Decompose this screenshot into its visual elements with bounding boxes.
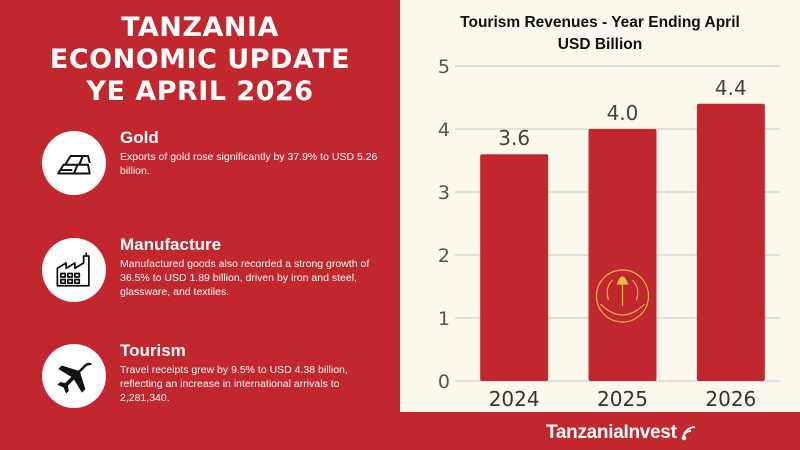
- highlight-title: Gold: [120, 128, 159, 147]
- highlight-title: Manufacture: [120, 235, 222, 254]
- highlight-text: Exports of gold rose significantly by 37…: [120, 151, 378, 177]
- y-tick-label: 1: [438, 308, 450, 330]
- page-title-line-3: YE APRIL 2026: [86, 76, 314, 107]
- left-panel: TANZANIA ECONOMIC UPDATE YE APRIL 2026 G…: [0, 12, 400, 424]
- page-title-line-1: TANZANIA: [121, 12, 279, 43]
- y-tick-label: 5: [438, 56, 450, 78]
- highlight-manufacture: Manufacture Manufactured goods also reco…: [42, 235, 387, 318]
- bar: [696, 103, 765, 382]
- y-tick-label: 2: [438, 245, 450, 267]
- tourism-revenue-bar-chart: 0 1 2 3 4 5 3.6 2024 4.0 2025 4.4 2026: [438, 56, 780, 411]
- page-title-line-2: ECONOMIC UPDATE: [49, 44, 351, 75]
- highlight-tourism: Tourism Travel receipts grew by 9.5% to …: [42, 341, 387, 424]
- bar: [480, 154, 549, 381]
- highlight-gold: Gold Exports of gold rose significantly …: [42, 128, 387, 211]
- brand-logo: TanzaniaInvest: [546, 420, 698, 446]
- highlight-title: Tourism: [120, 341, 186, 360]
- data-label: 4.0: [607, 101, 639, 125]
- bar: [588, 129, 657, 381]
- x-tick-label: 2026: [705, 387, 756, 411]
- wifi-signal-icon: [681, 426, 695, 441]
- data-label: 3.6: [498, 126, 530, 150]
- page-title: TANZANIA ECONOMIC UPDATE YE APRIL 2026: [0, 12, 400, 108]
- chart-subtitle: USD Billion: [557, 36, 643, 53]
- gold-bars-icon: [42, 131, 106, 195]
- bank-emblem-watermark: [595, 269, 650, 323]
- x-tick-label: 2024: [489, 387, 540, 411]
- chart-title: Tourism Revenues - Year Ending April USD…: [400, 12, 800, 56]
- brand-name: TanzaniaInvest: [546, 422, 677, 443]
- data-label: 4.4: [715, 76, 747, 100]
- y-tick-label: 4: [438, 119, 450, 141]
- y-tick-label: 3: [438, 182, 450, 204]
- y-tick-label: 0: [438, 371, 450, 393]
- highlight-text: Manufactured goods also recorded a stron…: [120, 258, 370, 298]
- x-tick-label: 2025: [597, 387, 648, 411]
- highlight-text: Travel receipts grew by 9.5% to USD 4.38…: [120, 364, 348, 404]
- airplane-icon: [42, 344, 106, 408]
- factory-icon: [42, 238, 106, 302]
- chart-title-line-1: Tourism Revenues - Year Ending April: [460, 14, 740, 31]
